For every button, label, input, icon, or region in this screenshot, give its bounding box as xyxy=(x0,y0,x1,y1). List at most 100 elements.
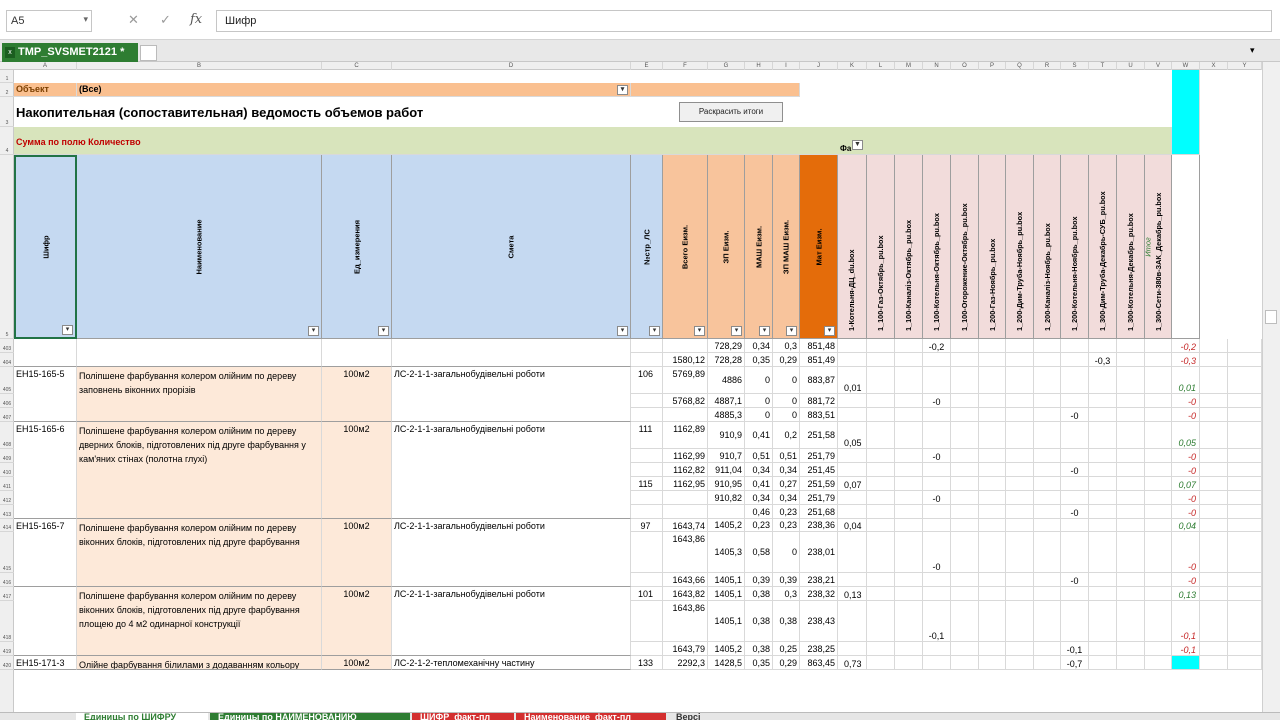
cell-object-value[interactable] xyxy=(867,339,895,353)
row-header-415[interactable]: 415 xyxy=(0,566,14,573)
cell-mash[interactable]: 0,41 xyxy=(745,477,773,491)
cell-object-value[interactable]: -0,3 xyxy=(1089,353,1117,367)
empty-cell[interactable] xyxy=(1200,449,1228,463)
cell-object-value[interactable] xyxy=(1061,477,1089,491)
header-nstr-ls[interactable]: №стр_ЛС ▾ xyxy=(631,155,663,339)
cell-itog[interactable] xyxy=(1172,656,1200,670)
cell-object-value[interactable] xyxy=(951,408,979,422)
header-smeta[interactable]: Смета ▾ xyxy=(392,155,631,339)
cell-mat[interactable]: 238,32 xyxy=(800,587,838,601)
sheet-tab[interactable]: Версі xyxy=(668,713,708,720)
cell-object-value[interactable] xyxy=(1006,339,1034,353)
cell-vsego[interactable] xyxy=(663,505,708,519)
cell-object-value[interactable] xyxy=(979,532,1006,573)
cell-object-value[interactable] xyxy=(979,601,1006,642)
cell-object-value[interactable] xyxy=(979,642,1006,656)
cell-object-value[interactable] xyxy=(1117,339,1145,353)
cell-object-value[interactable] xyxy=(1145,601,1172,642)
cell-object-value[interactable] xyxy=(923,642,951,656)
cell-mash[interactable]: 0,51 xyxy=(745,449,773,463)
empty-cell[interactable] xyxy=(1228,491,1262,505)
cell-object-value[interactable] xyxy=(923,656,951,670)
empty-cell[interactable] xyxy=(1200,532,1228,573)
cell-mash[interactable]: 0,39 xyxy=(745,573,773,587)
cell-mat[interactable]: 251,45 xyxy=(800,463,838,477)
header-vsego[interactable]: Всего Еизм. ▾ xyxy=(663,155,708,339)
cell-object-value[interactable] xyxy=(1089,422,1117,449)
row-header-412[interactable]: 412 xyxy=(0,498,14,505)
cell-object-value[interactable] xyxy=(1145,642,1172,656)
cell-zpmash[interactable]: 0,38 xyxy=(773,601,800,642)
cell-object-value[interactable] xyxy=(895,463,923,477)
cell-nls[interactable] xyxy=(631,449,663,463)
cell-object-value[interactable]: -0 xyxy=(923,532,951,573)
cell-object-value[interactable] xyxy=(1117,394,1145,408)
cell-object-value[interactable] xyxy=(1006,353,1034,367)
row-header-5[interactable]: 5 xyxy=(0,332,14,339)
cell-vsego[interactable] xyxy=(663,339,708,353)
cell-object-value[interactable] xyxy=(838,505,867,519)
cell-object-value[interactable] xyxy=(1061,422,1089,449)
empty-cell[interactable] xyxy=(1200,573,1228,587)
naimenovanie-cell[interactable]: Поліпшене фарбування колером олійним по … xyxy=(77,422,322,519)
cell-object-value[interactable] xyxy=(951,532,979,573)
cell-object-value[interactable] xyxy=(1117,532,1145,573)
cell-mat[interactable]: 851,49 xyxy=(800,353,838,367)
cell-object-value[interactable] xyxy=(1034,367,1061,394)
cell-object-value[interactable] xyxy=(1089,408,1117,422)
shifr-cell[interactable]: ЕН15-165-7 xyxy=(14,519,77,587)
cell-object-value[interactable] xyxy=(1006,408,1034,422)
cell-mash[interactable]: 0,35 xyxy=(745,656,773,670)
cell-object-value[interactable] xyxy=(979,519,1006,532)
cell-mat[interactable]: 881,72 xyxy=(800,394,838,408)
cell-object-value[interactable] xyxy=(895,601,923,642)
filter-funnel-icon[interactable]: ▼ xyxy=(852,140,863,150)
column-header-j[interactable]: J xyxy=(800,62,838,70)
cell-vsego[interactable]: 5769,89 xyxy=(663,367,708,394)
cell-object-value[interactable] xyxy=(1089,642,1117,656)
cell-object-value[interactable] xyxy=(1117,449,1145,463)
chevron-down-icon[interactable]: ▾ xyxy=(83,14,88,24)
cell-object-value[interactable] xyxy=(895,367,923,394)
row-header-410[interactable]: 410 xyxy=(0,470,14,477)
shifr-cell[interactable]: ЕН15-171-3 xyxy=(14,656,77,670)
cell-object-value[interactable] xyxy=(1117,353,1145,367)
cell-object-value[interactable] xyxy=(1117,656,1145,670)
column-header-x[interactable]: X xyxy=(1200,62,1228,70)
cell-mat[interactable]: 883,87 xyxy=(800,367,838,394)
header-zp-mash[interactable]: ЗП МАШ Еизм. ▾ xyxy=(773,155,800,339)
column-header-f[interactable]: F xyxy=(663,62,708,70)
cell-object-value[interactable] xyxy=(979,339,1006,353)
cell-mat[interactable]: 851,48 xyxy=(800,339,838,353)
empty-cell[interactable] xyxy=(1228,573,1262,587)
cell-object-value[interactable] xyxy=(1117,477,1145,491)
cell-mash[interactable]: 0,34 xyxy=(745,491,773,505)
cell-itog[interactable]: -0,2 xyxy=(1172,339,1200,353)
cell-object-value[interactable] xyxy=(1034,394,1061,408)
cell-vsego[interactable]: 1162,99 xyxy=(663,449,708,463)
cell-object-value[interactable] xyxy=(1089,519,1117,532)
cell-object-value[interactable] xyxy=(951,367,979,394)
cell-object-value[interactable] xyxy=(1034,449,1061,463)
cell-mat[interactable]: 883,51 xyxy=(800,408,838,422)
column-header-t[interactable]: T xyxy=(1089,62,1117,70)
cell-object-value[interactable] xyxy=(1145,532,1172,573)
cell-object-value[interactable] xyxy=(867,353,895,367)
cell-object-value[interactable] xyxy=(923,463,951,477)
empty-cell[interactable] xyxy=(1200,477,1228,491)
smeta-cell[interactable]: ЛС-2-1-1-загальнобудівельні роботи xyxy=(392,422,631,519)
header-itog[interactable]: Итог xyxy=(1143,155,1200,339)
cell-object-value[interactable] xyxy=(1145,367,1172,394)
cell-object-value[interactable] xyxy=(1145,463,1172,477)
naimenovanie-cell[interactable]: Поліпшене фарбування колером олійним по … xyxy=(77,587,322,656)
cell-zp[interactable] xyxy=(708,505,745,519)
cell-object-value[interactable] xyxy=(1089,394,1117,408)
cell-vsego[interactable]: 1643,82 xyxy=(663,587,708,601)
cell-object-value[interactable] xyxy=(867,367,895,394)
filter-label-cell[interactable]: Объект xyxy=(14,83,77,97)
cell-mash[interactable]: 0,23 xyxy=(745,519,773,532)
cell-zpmash[interactable]: 0,23 xyxy=(773,519,800,532)
enter-icon[interactable]: ✓ xyxy=(160,12,171,27)
cell-object-value[interactable] xyxy=(951,656,979,670)
row-header-416[interactable]: 416 xyxy=(0,580,14,587)
